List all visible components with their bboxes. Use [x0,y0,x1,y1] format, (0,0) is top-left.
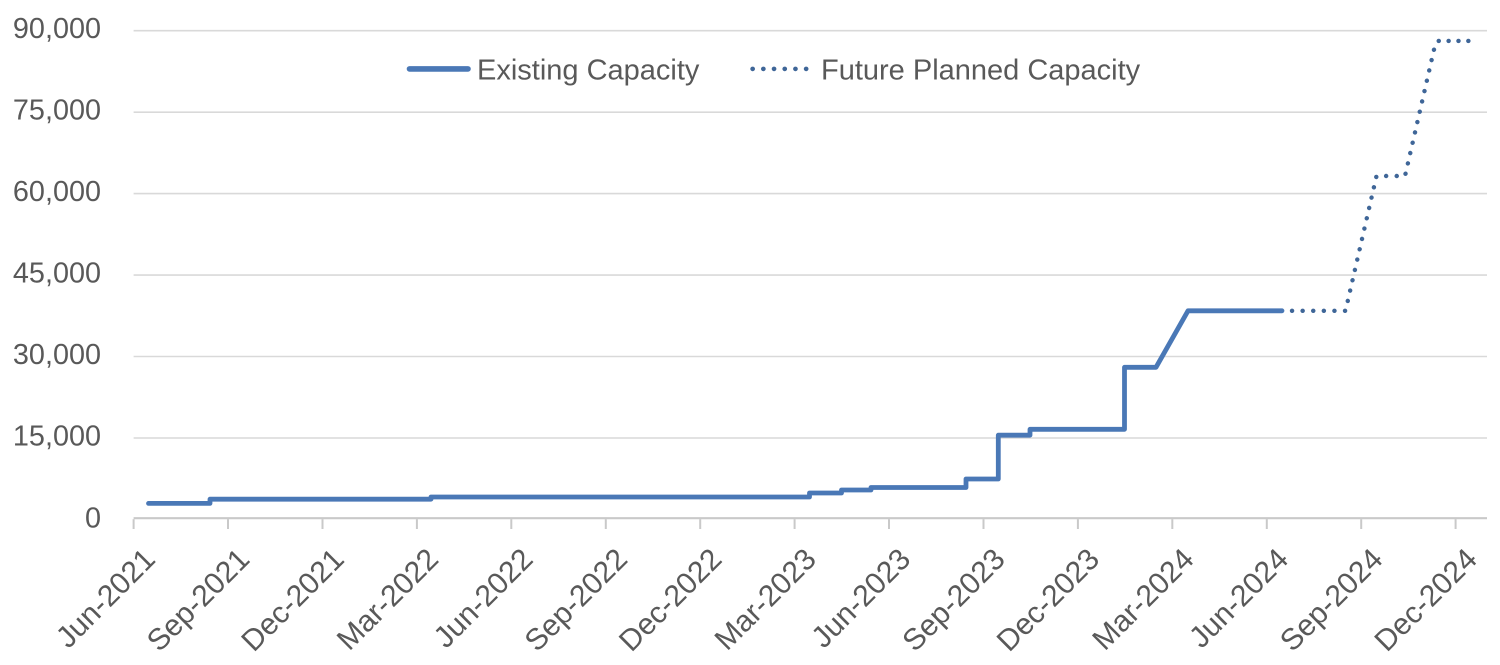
svg-text:Existing Capacity: Existing Capacity [477,55,700,87]
svg-text:0: 0 [85,503,101,535]
svg-text:60,000: 60,000 [13,176,101,208]
svg-text:90,000: 90,000 [13,13,101,45]
svg-text:15,000: 15,000 [13,421,101,453]
svg-text:Future Planned Capacity: Future Planned Capacity [821,55,1141,87]
svg-text:75,000: 75,000 [13,95,101,127]
svg-text:30,000: 30,000 [13,339,101,371]
svg-text:45,000: 45,000 [13,258,101,290]
